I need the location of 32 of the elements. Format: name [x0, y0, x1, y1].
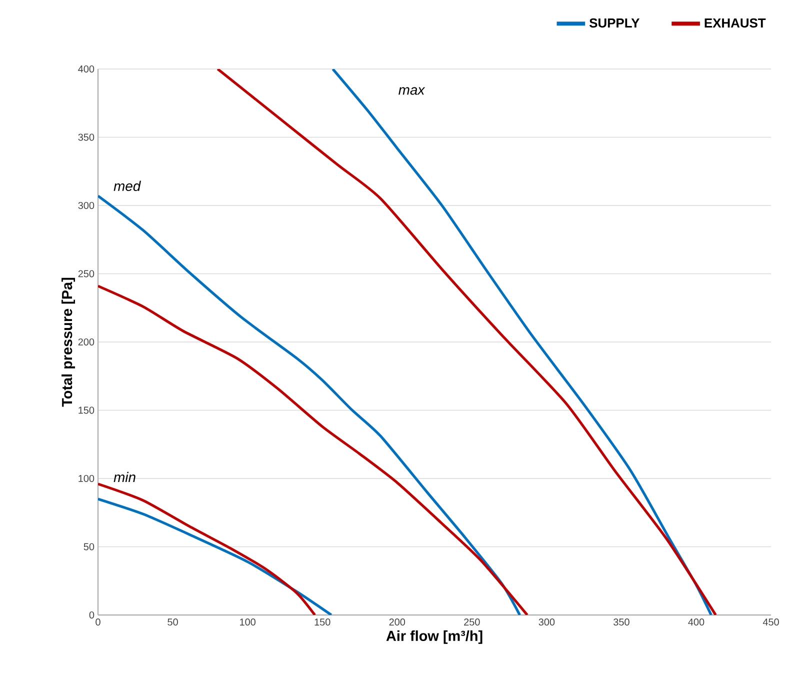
y-axis-title: Total pressure [Pa]	[62, 278, 76, 407]
x-axis-title: Air flow [m³/h]	[386, 630, 482, 644]
line-series	[98, 194, 522, 615]
annotation: max	[398, 87, 426, 95]
x-tick-label: 0	[96, 618, 100, 626]
legend-label: EXHAUST	[704, 18, 766, 28]
y-tick-label: 250	[78, 270, 94, 278]
line-series	[216, 68, 717, 615]
x-tick-label: 50	[168, 618, 178, 626]
y-tick-label: 50	[84, 543, 94, 550]
x-tick-label: 450	[762, 618, 779, 626]
x-tick-label: 350	[614, 618, 630, 626]
y-tick-label: 0	[89, 611, 94, 619]
y-tick-label: 150	[78, 406, 94, 414]
x-tick-label: 100	[240, 618, 256, 626]
line-series	[332, 68, 712, 615]
legend-label: SUPPLY	[589, 18, 640, 28]
x-tick-label: 300	[538, 618, 555, 626]
x-tick-label: 200	[389, 618, 406, 626]
line-series	[98, 482, 316, 615]
line-series	[98, 284, 529, 615]
x-tick-label: 250	[464, 618, 480, 626]
y-tick-label: 100	[78, 474, 94, 482]
annotation: min	[114, 472, 136, 482]
y-tick-label: 200	[78, 338, 94, 346]
y-tick-label: 400	[78, 65, 94, 73]
x-tick-label: 150	[314, 618, 330, 626]
y-tick-label: 300	[78, 202, 94, 210]
annotation: med	[114, 180, 142, 192]
y-tick-label: 350	[78, 134, 94, 141]
line-series	[98, 498, 333, 615]
x-tick-label: 400	[688, 618, 704, 626]
